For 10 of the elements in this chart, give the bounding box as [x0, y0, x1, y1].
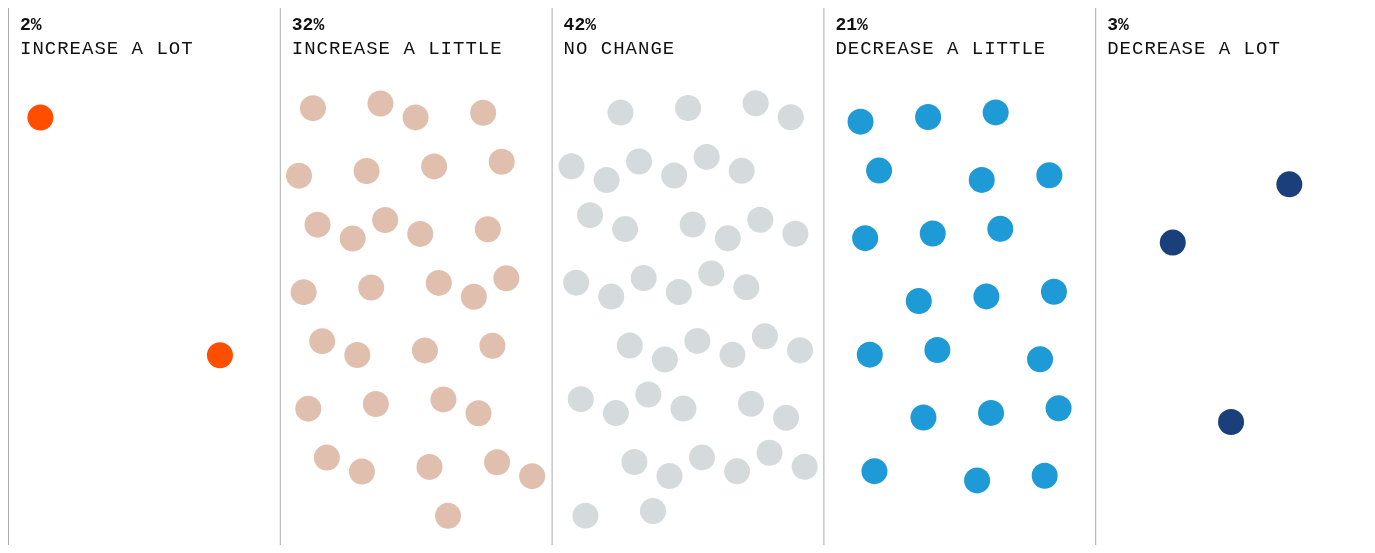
category-label: INCREASE A LITTLE [291, 38, 503, 60]
category-label: DECREASE A LITTLE [835, 38, 1047, 60]
category-label: DECREASE A LOT [1107, 38, 1281, 60]
data-label: 3% [1107, 15, 1129, 35]
category-label: NO CHANGE [563, 38, 676, 60]
data-label: 2% [20, 15, 42, 35]
data-label: 21% [835, 15, 868, 35]
data-label: 32% [291, 15, 325, 35]
category-label: INCREASE A LOT [20, 38, 194, 60]
data-label: 42% [563, 15, 597, 35]
